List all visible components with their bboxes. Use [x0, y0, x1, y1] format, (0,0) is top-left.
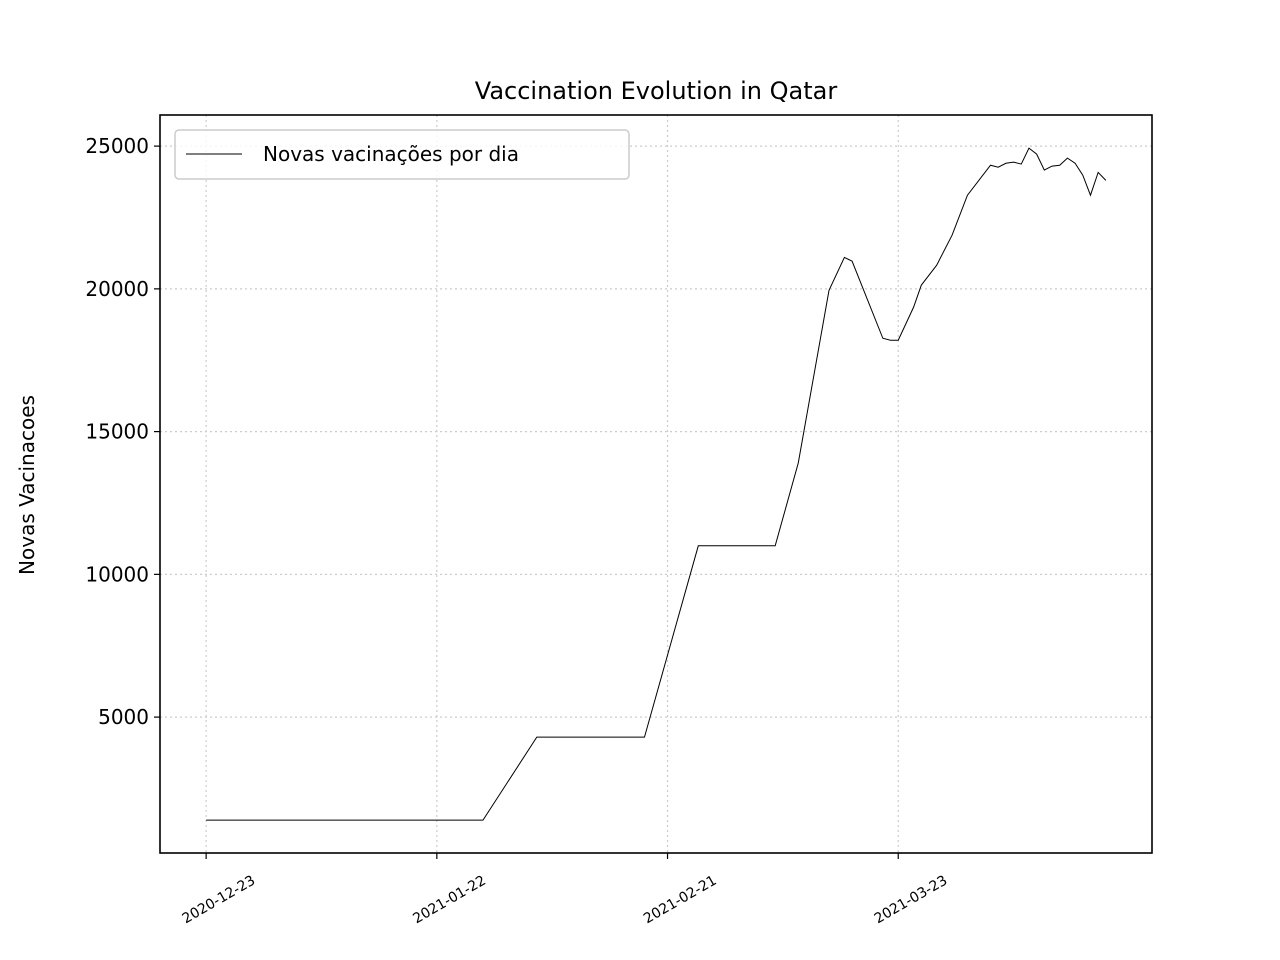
- y-tick-label: 25000: [85, 134, 149, 158]
- legend-box: [174, 129, 630, 180]
- data-line: [206, 147, 1107, 821]
- y-tick-label: 10000: [85, 562, 149, 586]
- plot-frame: [159, 114, 1153, 854]
- legend: Novas vacinações por dia: [174, 129, 630, 180]
- chart-title: Vaccination Evolution in Qatar: [475, 77, 838, 105]
- y-axis-label: Novas Vacinacoes: [15, 395, 39, 575]
- legend-label: Novas vacinações por dia: [263, 142, 519, 166]
- y-tick-label: 5000: [98, 705, 149, 729]
- y-tick-label: 15000: [85, 420, 149, 444]
- y-tick-label: 20000: [85, 277, 149, 301]
